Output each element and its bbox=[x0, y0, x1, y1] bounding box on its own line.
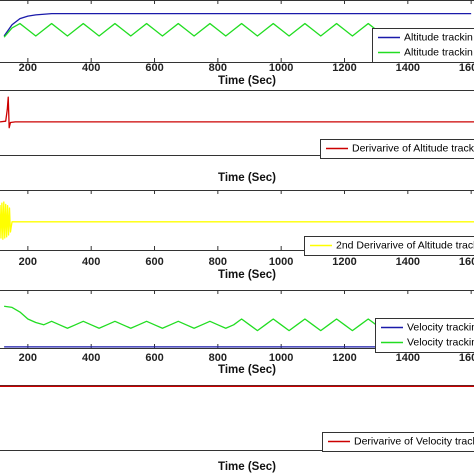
legend-label: Derivarive of Velocity trackin bbox=[354, 435, 474, 447]
x-tick-label: 1400 bbox=[396, 62, 420, 74]
x-axis-label: Time (Sec) bbox=[218, 269, 276, 281]
x-tick-label: 600 bbox=[145, 352, 163, 364]
panel: Time (Sec) Derivarive of Velocity trackin bbox=[0, 385, 474, 473]
x-tick-label: 400 bbox=[82, 256, 100, 268]
x-tick-label: 1600 bbox=[459, 256, 474, 268]
x-axis-label: Time (Sec) bbox=[218, 364, 276, 376]
x-tick-label: 1200 bbox=[332, 62, 356, 74]
panel: 200 400 600 800 1000 1200 1400 1600 Time (Sec) Ve… bbox=[0, 290, 474, 376]
panel: Time (Sec) Derivarive of Altitude trackin bbox=[0, 90, 474, 184]
legend-box bbox=[304, 236, 474, 256]
x-tick-label: 1600 bbox=[459, 62, 474, 74]
panel: 200 400 600 800 1000 1200 1400 1600 Time (Sec) Al… bbox=[0, 0, 474, 87]
x-tick-label: 1000 bbox=[269, 62, 293, 74]
x-tick-label: 200 bbox=[19, 352, 37, 364]
series-line bbox=[3, 12, 472, 37]
x-tick-label: 1600 bbox=[459, 352, 474, 364]
legend-box bbox=[375, 318, 474, 353]
legend-label: Velocity trackin bbox=[407, 321, 474, 333]
x-axis-label: Time (Sec) bbox=[218, 461, 276, 473]
x-tick-label: 1000 bbox=[269, 352, 293, 364]
x-tick-label: 1400 bbox=[396, 352, 420, 364]
legend-label: Altitude trackin bbox=[404, 31, 473, 43]
x-tick-label: 400 bbox=[82, 352, 100, 364]
legend-label: 2nd Derivarive of Altitude track bbox=[336, 239, 474, 251]
x-tick-label: 1200 bbox=[332, 352, 356, 364]
x-axis-label: Time (Sec) bbox=[218, 75, 276, 87]
x-tick-label: 800 bbox=[209, 352, 227, 364]
legend-label: Velocity trackin bbox=[407, 336, 474, 348]
x-tick-label: 1400 bbox=[396, 256, 420, 268]
legend-label: Altitude trackin bbox=[404, 46, 473, 58]
panel: 200 400 600 800 1000 1200 1400 1600 Time (Sec) 2n… bbox=[0, 190, 474, 281]
x-tick-label: 600 bbox=[145, 62, 163, 74]
x-tick-label: 800 bbox=[209, 62, 227, 74]
legend-box bbox=[320, 139, 474, 159]
x-tick-label: 400 bbox=[82, 62, 100, 74]
x-tick-label: 1200 bbox=[332, 256, 356, 268]
series-line bbox=[0, 96, 474, 129]
legend-box bbox=[322, 432, 474, 452]
x-tick-label: 600 bbox=[145, 256, 163, 268]
x-tick-label: 200 bbox=[19, 256, 37, 268]
x-axis-label: Time (Sec) bbox=[218, 172, 276, 184]
x-tick-label: 800 bbox=[209, 256, 227, 268]
x-tick-label: 200 bbox=[19, 62, 37, 74]
x-tick-label: 1000 bbox=[269, 256, 293, 268]
legend-box bbox=[372, 28, 474, 63]
legend-label: Derivarive of Altitude trackin bbox=[352, 142, 474, 154]
series-line bbox=[0, 201, 474, 240]
